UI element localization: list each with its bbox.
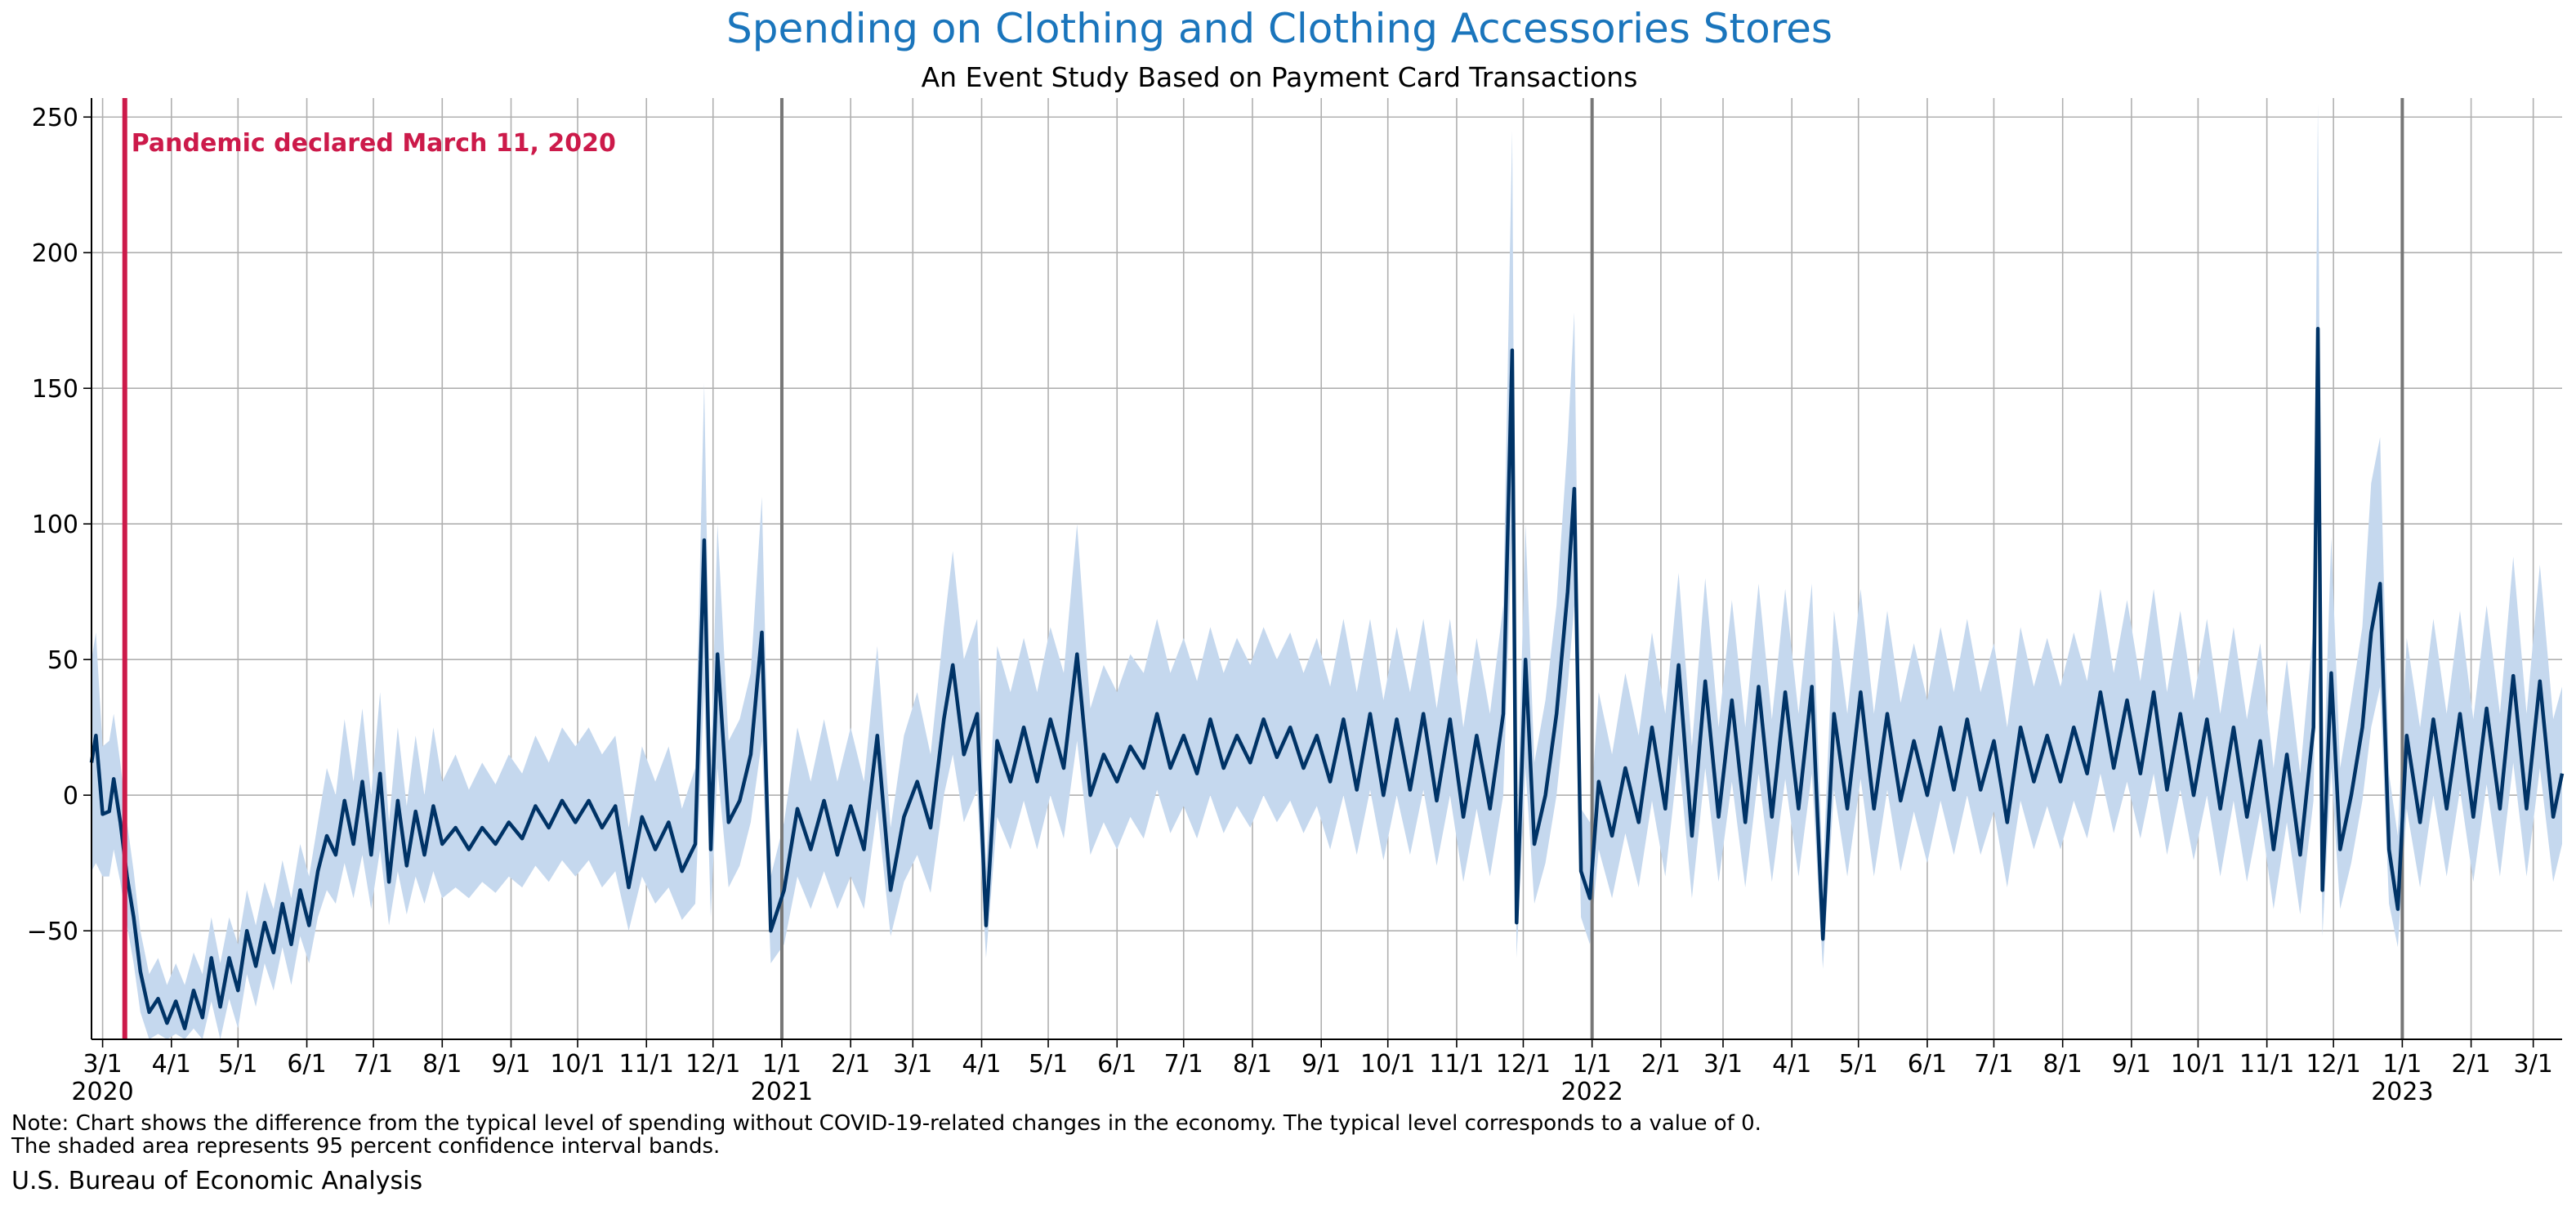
y-tick-label: 50	[47, 646, 78, 675]
chart-title: Spending on Clothing and Clothing Access…	[726, 5, 1833, 52]
x-tick-label: 8/1	[1233, 1050, 1272, 1079]
x-tick-label: 8/1	[422, 1050, 462, 1079]
year-label: 2020	[71, 1078, 133, 1106]
x-tick-label: 11/1	[2239, 1050, 2294, 1079]
x-tick-label: 3/1	[893, 1050, 932, 1079]
x-tick-label: 5/1	[1029, 1050, 1068, 1079]
x-tick-label: 4/1	[962, 1050, 1001, 1079]
x-tick-label: 2/1	[1641, 1050, 1681, 1079]
x-tick-label: 1/1	[762, 1050, 801, 1079]
x-tick-label: 9/1	[1301, 1050, 1341, 1079]
confidence-band-area	[92, 103, 2562, 1040]
x-tick-label: 5/1	[1839, 1050, 1878, 1079]
y-tick-label: 150	[32, 375, 78, 404]
x-tick-label: 3/1	[2514, 1050, 2553, 1079]
x-tick-label: 4/1	[1772, 1050, 1811, 1079]
confidence-band	[92, 103, 2562, 1040]
x-tick-label: 1/1	[2382, 1050, 2422, 1079]
note-line-1: Note: Chart shows the difference from th…	[11, 1111, 1761, 1136]
grid	[92, 98, 2562, 1039]
x-tick-label: 12/1	[685, 1050, 740, 1079]
x-tick-label: 7/1	[1164, 1050, 1203, 1079]
chart-subtitle: An Event Study Based on Payment Card Tra…	[922, 61, 1638, 93]
y-tick-label: −50	[27, 918, 78, 946]
source-credit: U.S. Bureau of Economic Analysis	[11, 1167, 422, 1195]
x-tick-label: 12/1	[2306, 1050, 2360, 1079]
x-tick-label: 11/1	[619, 1050, 674, 1079]
y-tick-label: 100	[32, 511, 78, 539]
x-tick-label: 11/1	[1429, 1050, 1484, 1079]
year-label: 2022	[1560, 1078, 1623, 1106]
x-tick-label: 12/1	[1496, 1050, 1551, 1079]
year-boundaries	[779, 98, 2404, 1039]
x-tick-label: 7/1	[1974, 1050, 2013, 1079]
x-tick-label: 6/1	[287, 1050, 326, 1079]
x-tick-label: 5/1	[218, 1050, 257, 1079]
spending-series	[89, 326, 2565, 1030]
x-tick-label: 1/1	[1573, 1050, 1612, 1079]
x-tick-label: 2/1	[831, 1050, 870, 1079]
x-tick-label: 9/1	[491, 1050, 530, 1079]
x-tick-label: 6/1	[1908, 1050, 1947, 1079]
x-tick-label: 9/1	[2112, 1050, 2151, 1079]
x-tick-label: 7/1	[354, 1050, 393, 1079]
year-label: 2023	[2371, 1078, 2433, 1106]
x-tick-label: 3/1	[83, 1050, 122, 1079]
x-tick-label: 8/1	[2043, 1050, 2083, 1079]
event-annotation: Pandemic declared March 11, 2020	[132, 129, 616, 158]
y-tick-label: 250	[32, 104, 78, 132]
y-tick-label: 200	[32, 239, 78, 268]
x-tick-label: 3/1	[1703, 1050, 1743, 1079]
x-tick-label: 10/1	[1360, 1050, 1415, 1079]
x-tick-label: 6/1	[1097, 1050, 1136, 1079]
x-tick-label: 2/1	[2451, 1050, 2490, 1079]
y-tick-label: 0	[63, 782, 78, 811]
axes: −50 0 50 100 150 200 250 3/1 4/1 5/1 6/1 7/1 8/1 9/1 1…	[27, 98, 2562, 1106]
year-label: 2021	[751, 1078, 813, 1106]
note-line-2: The shaded area represents 95 percent co…	[11, 1134, 720, 1159]
x-tick-label: 10/1	[550, 1050, 605, 1079]
x-tick-label: 10/1	[2171, 1050, 2226, 1079]
x-tick-label: 4/1	[152, 1050, 191, 1079]
spending-line	[89, 326, 2565, 1030]
